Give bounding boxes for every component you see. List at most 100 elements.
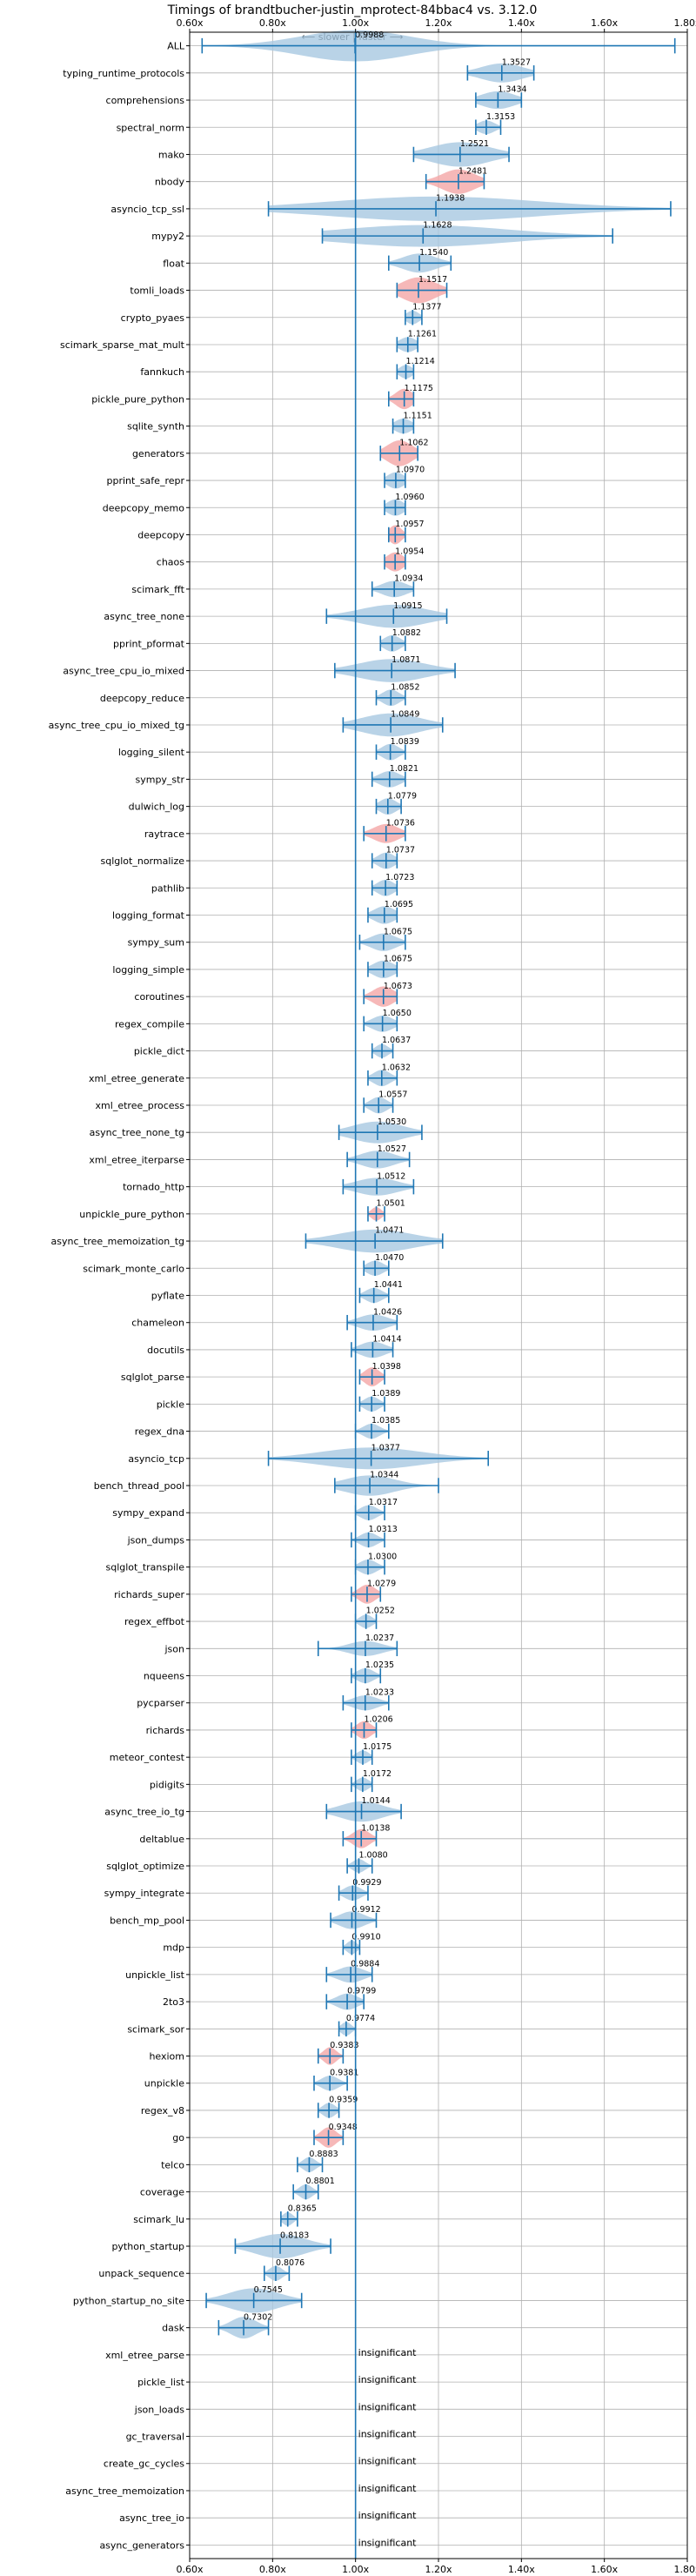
- benchmark-label: telco: [161, 2159, 184, 2170]
- violin-value-label: 1.0954: [395, 547, 424, 556]
- violin-value-label: 0.7302: [244, 2312, 272, 2322]
- violin-value-label: 1.0233: [365, 1687, 394, 1697]
- x-tick-label-top: 1.20x: [425, 17, 452, 29]
- axis-layer: ALL typing_runtime_protocols comprehension…: [49, 17, 696, 2575]
- violin-value-label: 0.9381: [330, 2068, 358, 2077]
- insignificant-label: insignificant: [358, 2483, 418, 2494]
- violin-value-label: 1.0557: [378, 1090, 407, 1100]
- violin-value-label: 0.7545: [254, 2285, 283, 2295]
- benchmark-label: bench_mp_pool: [110, 1915, 184, 1926]
- violin-value-label: 1.0723: [385, 873, 414, 882]
- violin-value-label: 1.0206: [364, 1715, 392, 1725]
- violin-value-label: 1.2521: [460, 139, 489, 149]
- x-tick-label-bottom: 1.60x: [591, 2564, 618, 2575]
- violin-value-label: 1.0882: [392, 628, 421, 638]
- benchmark-label: asyncio_tcp_ssl: [110, 204, 184, 215]
- benchmark-label: json_loads: [134, 2404, 184, 2415]
- benchmark-label: python_startup: [111, 2241, 184, 2252]
- benchmark-label: pidigits: [150, 1779, 184, 1790]
- violin-value-label: 1.0389: [371, 1389, 400, 1399]
- violin-value-label: 0.8883: [309, 2150, 338, 2159]
- x-tick-label-top: 1.60x: [591, 17, 618, 29]
- benchmark-label: json_dumps: [127, 1534, 185, 1546]
- benchmark-label: scimark_lu: [133, 2214, 184, 2225]
- violin-value-label: 1.0252: [366, 1607, 395, 1616]
- violin-value-label: 0.9359: [329, 2096, 358, 2105]
- violin-value-label: 1.3153: [486, 112, 515, 122]
- violin-value-label: 0.9912: [351, 1905, 380, 1915]
- violin-value-label: 1.0313: [369, 1525, 398, 1534]
- insignificant-label: insignificant: [358, 2510, 418, 2521]
- violin-value-label: 1.0138: [361, 1823, 390, 1833]
- violin-value-label: 1.0080: [358, 1851, 387, 1861]
- benchmark-label: typing_runtime_protocols: [63, 68, 184, 79]
- benchmark-label: pathlib: [151, 882, 184, 894]
- violin-value-label: 1.0530: [378, 1117, 406, 1127]
- benchmark-label: mypy2: [151, 231, 184, 242]
- benchmark-label: scimark_sor: [127, 2023, 184, 2035]
- violin-value-label: 1.0317: [369, 1498, 398, 1507]
- benchmark-label: coverage: [140, 2187, 184, 2198]
- x-tick-label-top: 0.80x: [259, 17, 286, 29]
- violin-value-label: 0.9348: [329, 2123, 358, 2132]
- benchmark-label: comprehensions: [106, 95, 185, 106]
- benchmark-label: richards: [146, 1725, 185, 1736]
- violin-value-label: 1.0398: [372, 1362, 401, 1372]
- benchmark-label: meteor_contest: [110, 1752, 185, 1763]
- benchmark-label: regex_effbot: [124, 1616, 185, 1627]
- benchmark-label: scimark_monte_carlo: [83, 1263, 184, 1274]
- x-tick-label-bottom: 0.60x: [176, 2564, 203, 2575]
- benchmark-label: deepcopy_reduce: [100, 693, 184, 704]
- violin-value-label: 1.0650: [383, 1009, 412, 1018]
- benchmark-label: nbody: [155, 177, 185, 188]
- violin-layer: 0.9988 1.3527 1.3434 1.3153 1.2521 1.2481 1.19…: [201, 30, 676, 2559]
- grid-layer: [189, 32, 688, 2559]
- violin-value-label: 1.0632: [382, 1063, 411, 1072]
- violin-value-label: 0.9929: [352, 1878, 381, 1888]
- benchmark-label: regex_compile: [115, 1018, 184, 1030]
- benchmark-label: pprint_safe_repr: [107, 475, 185, 486]
- benchmark-label: xml_etree_process: [96, 1100, 185, 1111]
- benchmark-label: fannkuch: [140, 366, 184, 378]
- violin-value-label: 1.0344: [370, 1471, 398, 1480]
- benchmark-label: create_gc_cycles: [104, 2459, 184, 2470]
- benchmark-label: sqlglot_normalize: [101, 855, 185, 867]
- violin-value-label: 1.0279: [367, 1580, 396, 1589]
- benchmark-label: logging_simple: [112, 964, 184, 976]
- benchmark-label: gc_traversal: [126, 2432, 184, 2443]
- violin-value-label: 1.0385: [371, 1416, 400, 1426]
- benchmark-label: pickle_list: [137, 2377, 185, 2388]
- violin-value-label: 1.1175: [405, 384, 433, 393]
- benchmark-label: async_tree_cpu_io_mixed: [63, 666, 184, 677]
- benchmark-label: mako: [158, 149, 184, 160]
- violin-value-label: 1.0637: [382, 1036, 411, 1045]
- violin-value-label: 1.0695: [385, 900, 413, 909]
- insignificant-label: insignificant: [358, 2456, 418, 2467]
- benchmark-label: unpickle_list: [125, 1969, 185, 1981]
- violin-value-label: 1.0821: [390, 764, 418, 774]
- x-tick-label-bottom: 1.80x: [673, 2564, 696, 2575]
- insignificant-label: insignificant: [358, 2374, 418, 2385]
- violin-value-label: 1.0300: [368, 1552, 397, 1561]
- benchmark-label: unpickle: [144, 2078, 184, 2090]
- benchmark-label: go: [172, 2132, 184, 2143]
- violin-value-label: 1.0934: [394, 574, 423, 584]
- benchmark-label: pycparser: [137, 1698, 184, 1709]
- violin-value-label: 1.3434: [498, 85, 526, 95]
- violin-value-label: 1.1214: [406, 357, 435, 366]
- violin-value-label: 1.2481: [458, 166, 487, 176]
- violin-value-label: 1.1151: [404, 411, 432, 420]
- benchmark-label: sqlite_synth: [127, 421, 184, 433]
- benchmark-label: deepcopy_memo: [103, 502, 184, 513]
- x-tick-label-top: 1.40x: [508, 17, 535, 29]
- benchmark-label: xml_etree_generate: [89, 1073, 184, 1084]
- benchmark-label: tomli_loads: [130, 285, 184, 297]
- violin-value-label: 1.0871: [392, 655, 420, 665]
- benchmark-label: chaos: [157, 557, 184, 568]
- violin-value-label: 1.0235: [365, 1660, 394, 1670]
- benchmark-label: sympy_integrate: [104, 1888, 185, 1899]
- violin-value-label: 1.0527: [378, 1144, 406, 1154]
- benchmark-label: logging_format: [112, 909, 185, 921]
- benchmark-label: async_generators: [99, 2539, 184, 2551]
- x-tick-label-bottom: 1.00x: [342, 2564, 369, 2575]
